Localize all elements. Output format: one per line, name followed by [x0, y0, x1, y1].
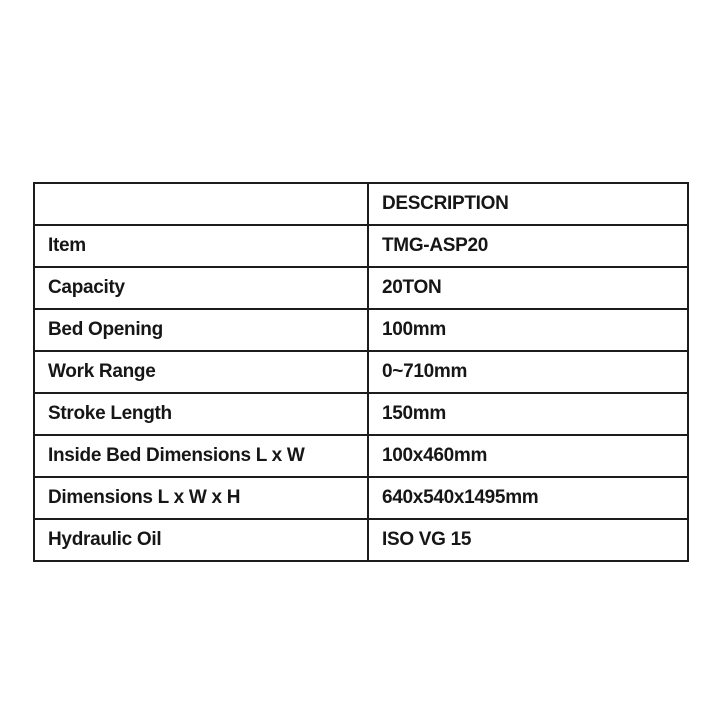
row-label: Inside Bed Dimensions L x W [33, 434, 369, 478]
table-row-hydraulic-oil: Hydraulic Oil ISO VG 15 [33, 518, 689, 562]
row-label: Work Range [33, 350, 369, 394]
row-label: Item [33, 224, 369, 268]
table-row-inside-bed-dimensions: Inside Bed Dimensions L x W 100x460mm [33, 434, 689, 478]
row-value: 100mm [367, 308, 689, 352]
row-value: 150mm [367, 392, 689, 436]
row-label: Hydraulic Oil [33, 518, 369, 562]
table-row-stroke-length: Stroke Length 150mm [33, 392, 689, 436]
row-label: Dimensions L x W x H [33, 476, 369, 520]
row-label: Capacity [33, 266, 369, 310]
table-row-work-range: Work Range 0~710mm [33, 350, 689, 394]
table-row-item: Item TMG-ASP20 [33, 224, 689, 268]
header-cell-description: DESCRIPTION [367, 182, 689, 226]
table-row-capacity: Capacity 20TON [33, 266, 689, 310]
header-cell-empty [33, 182, 369, 226]
row-value: 0~710mm [367, 350, 689, 394]
spec-table: DESCRIPTION Item TMG-ASP20 Capacity 20TO… [33, 182, 689, 562]
table-row-dimensions: Dimensions L x W x H 640x540x1495mm [33, 476, 689, 520]
row-value: ISO VG 15 [367, 518, 689, 562]
table-header-row: DESCRIPTION [33, 182, 689, 226]
row-value: 20TON [367, 266, 689, 310]
row-value: 640x540x1495mm [367, 476, 689, 520]
row-value: TMG-ASP20 [367, 224, 689, 268]
row-label: Bed Opening [33, 308, 369, 352]
table-row-bed-opening: Bed Opening 100mm [33, 308, 689, 352]
row-value: 100x460mm [367, 434, 689, 478]
row-label: Stroke Length [33, 392, 369, 436]
